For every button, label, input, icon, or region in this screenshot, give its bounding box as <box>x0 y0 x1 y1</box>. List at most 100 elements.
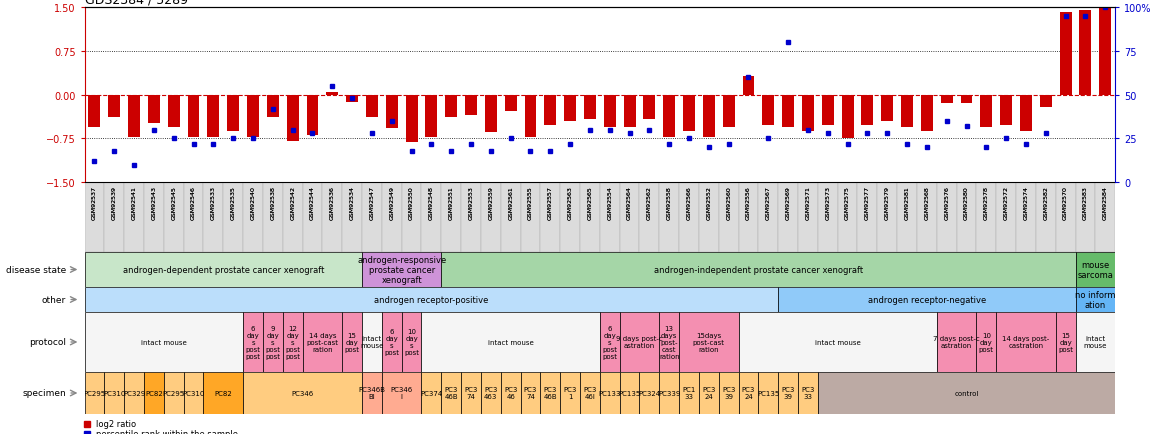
Text: mouse
sarcoma: mouse sarcoma <box>1077 260 1113 279</box>
Text: GSM92548: GSM92548 <box>428 186 434 220</box>
Bar <box>302 183 322 253</box>
Text: GSM92554: GSM92554 <box>607 186 613 220</box>
Text: GSM92577: GSM92577 <box>865 186 870 220</box>
Text: PC3
1: PC3 1 <box>564 387 577 400</box>
Text: GSM92551: GSM92551 <box>448 186 454 220</box>
Text: no inform
ation: no inform ation <box>1075 290 1115 309</box>
Bar <box>144 183 163 253</box>
Bar <box>85 183 104 253</box>
Bar <box>937 312 976 372</box>
Bar <box>263 183 283 253</box>
Bar <box>346 95 358 102</box>
Bar <box>719 372 739 414</box>
Bar <box>1060 13 1071 95</box>
Bar <box>263 312 283 372</box>
Text: GSM92536: GSM92536 <box>330 186 335 220</box>
Text: PC3
74: PC3 74 <box>523 387 537 400</box>
Text: GSM92575: GSM92575 <box>845 186 850 220</box>
Bar <box>541 372 560 414</box>
Text: 10
day
s
post: 10 day s post <box>404 329 419 356</box>
Text: GSM92542: GSM92542 <box>291 186 295 220</box>
Text: GSM92544: GSM92544 <box>310 186 315 220</box>
Bar <box>144 372 163 414</box>
Text: PC3
39: PC3 39 <box>782 387 794 400</box>
Bar <box>223 183 243 253</box>
Bar <box>778 287 1076 312</box>
Bar <box>742 77 755 95</box>
Bar <box>1040 95 1051 108</box>
Bar <box>818 372 1115 414</box>
Bar <box>1076 312 1115 372</box>
Text: GSM92581: GSM92581 <box>904 186 909 220</box>
Bar <box>124 372 144 414</box>
Text: 15
day
post: 15 day post <box>1058 332 1073 352</box>
Bar <box>362 183 382 253</box>
Text: GSM92539: GSM92539 <box>112 186 117 220</box>
Text: GSM92561: GSM92561 <box>508 186 513 220</box>
Bar <box>1076 287 1115 312</box>
Bar <box>243 183 263 253</box>
Bar <box>679 183 699 253</box>
Bar <box>758 183 778 253</box>
Bar <box>837 183 857 253</box>
Bar <box>699 183 719 253</box>
Text: androgen-dependent prostate cancer xenograft: androgen-dependent prostate cancer xenog… <box>123 265 324 274</box>
Bar <box>620 183 639 253</box>
Bar <box>822 95 834 125</box>
Text: PC3
74: PC3 74 <box>464 387 478 400</box>
Bar <box>283 183 302 253</box>
Text: GSM92562: GSM92562 <box>647 186 652 220</box>
Bar <box>921 95 933 132</box>
Bar <box>302 312 342 372</box>
Text: GSM92550: GSM92550 <box>409 186 415 220</box>
Text: other: other <box>42 295 66 304</box>
Text: GSM92553: GSM92553 <box>469 186 474 220</box>
Bar <box>1056 183 1076 253</box>
Bar <box>620 372 639 414</box>
Text: GSM92572: GSM92572 <box>1004 186 1009 220</box>
Text: 13
days
post-
cast
ration: 13 days post- cast ration <box>659 325 680 359</box>
Text: GSM92584: GSM92584 <box>1102 186 1108 220</box>
Text: protocol: protocol <box>29 338 66 347</box>
Bar <box>1056 312 1076 372</box>
Bar <box>679 312 739 372</box>
Text: PC339: PC339 <box>658 390 681 396</box>
Text: GSM92543: GSM92543 <box>152 186 156 220</box>
Bar <box>342 312 362 372</box>
Bar <box>441 253 1076 287</box>
Text: GSM92570: GSM92570 <box>1063 186 1068 220</box>
Text: GSM92557: GSM92557 <box>548 186 552 220</box>
Bar <box>1020 95 1032 132</box>
Bar <box>723 95 734 127</box>
Bar <box>659 312 679 372</box>
Bar <box>996 312 1056 372</box>
Bar <box>878 183 897 253</box>
Text: GSM92574: GSM92574 <box>1024 186 1028 220</box>
Text: GSM92537: GSM92537 <box>91 186 97 220</box>
Bar <box>659 183 679 253</box>
Bar <box>402 183 422 253</box>
Text: GSM92578: GSM92578 <box>984 186 989 220</box>
Bar <box>580 183 600 253</box>
Bar <box>109 95 120 117</box>
Bar <box>382 372 422 414</box>
Bar <box>798 183 818 253</box>
Text: GSM92540: GSM92540 <box>250 186 256 220</box>
Bar <box>541 183 560 253</box>
Text: GSM92562: GSM92562 <box>647 186 652 220</box>
Bar <box>322 183 342 253</box>
Text: GSM92541: GSM92541 <box>132 186 137 220</box>
Text: PC135: PC135 <box>618 390 640 396</box>
Bar <box>782 95 794 127</box>
Bar <box>897 183 917 253</box>
Bar <box>104 372 124 414</box>
Bar <box>525 95 536 137</box>
Text: GSM92570: GSM92570 <box>1063 186 1068 220</box>
Text: PC346
I: PC346 I <box>390 387 412 400</box>
Bar <box>461 372 481 414</box>
Bar <box>124 183 144 253</box>
Bar <box>624 95 636 127</box>
Text: androgen-independent prostate cancer xenograft: androgen-independent prostate cancer xen… <box>654 265 863 274</box>
Text: 14 days post-
castration: 14 days post- castration <box>1003 336 1049 349</box>
Text: GSM92574: GSM92574 <box>1024 186 1028 220</box>
